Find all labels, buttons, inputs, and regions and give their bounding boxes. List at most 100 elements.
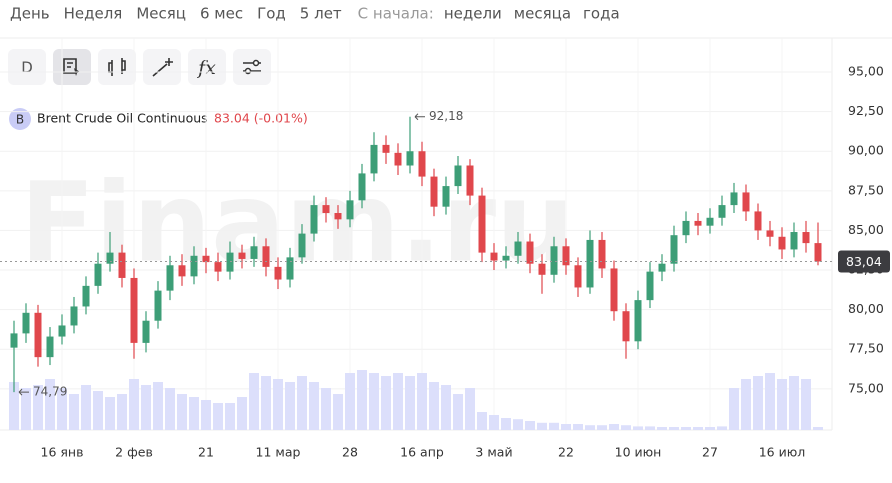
candle-body: [406, 151, 414, 166]
x-tick-label: 16 янв: [41, 445, 84, 460]
volume-bar: [309, 382, 319, 430]
y-tick-label: 85,00: [848, 222, 884, 237]
volume-bar: [345, 373, 355, 430]
y-tick-label: 77,50: [848, 341, 884, 356]
volume-bar: [597, 425, 607, 430]
badge: [9, 108, 31, 130]
candle-body: [574, 265, 582, 288]
button[interactable]: [98, 49, 136, 85]
volume-bar: [357, 370, 367, 430]
volume-bar: [669, 427, 679, 430]
button[interactable]: [143, 49, 181, 85]
candle-body: [358, 173, 366, 201]
watermark: Finam.ru: [20, 158, 574, 286]
button[interactable]: [53, 49, 91, 85]
since-button[interactable]: недели: [444, 5, 502, 23]
candle-body: [58, 325, 66, 337]
volume-bar: [753, 376, 763, 430]
candle-body: [106, 252, 114, 264]
period-button[interactable]: 5 лет: [300, 5, 342, 23]
period-button[interactable]: День: [10, 5, 50, 23]
x-tick-label: 2 фев: [115, 445, 153, 460]
volume-bar: [429, 382, 439, 430]
volume-bar: [249, 373, 259, 430]
x-tick-label: 16 апр: [400, 445, 444, 460]
volume-bar: [681, 427, 691, 430]
button-label: D: [21, 59, 33, 77]
volume-bar: [21, 388, 31, 430]
badge-label: B: [16, 113, 24, 127]
candle-body: [814, 243, 822, 262]
period-button[interactable]: 6 мес: [200, 5, 243, 23]
volume-bar: [321, 388, 331, 430]
volume-bar: [453, 394, 463, 430]
since-button[interactable]: года: [583, 5, 620, 23]
volume-bar: [237, 397, 247, 430]
button[interactable]: [8, 49, 46, 85]
last-price-box: [838, 250, 890, 273]
since-button[interactable]: месяца: [514, 5, 571, 23]
volume-bar: [525, 421, 535, 430]
x-tick-label: 10 июн: [615, 445, 662, 460]
volume-bar: [789, 376, 799, 430]
toolbar: День Неделя Месяц 6 мес Год 5 лет С начала: нед…: [10, 5, 620, 23]
candle-body: [202, 255, 210, 263]
volume-bar: [201, 400, 211, 430]
candle-body: [682, 220, 690, 236]
volume-bar: [9, 382, 19, 430]
candle-body: [442, 186, 450, 207]
candle-body: [514, 241, 522, 256]
candle-body: [694, 220, 702, 226]
candle-body: [670, 235, 678, 264]
candle-body: [706, 217, 714, 226]
tool-buttons: D fx: [8, 49, 271, 85]
volume-bar: [705, 427, 715, 430]
y-tick-label: 75,00: [848, 380, 884, 395]
volume-bar: [537, 422, 547, 430]
candle-body: [430, 176, 438, 207]
candle-body: [478, 195, 486, 253]
button[interactable]: [188, 49, 226, 85]
candle-body: [502, 255, 510, 261]
period-button[interactable]: Месяц: [136, 5, 186, 23]
candle-body: [562, 246, 570, 266]
button[interactable]: [233, 49, 271, 85]
icon: [244, 67, 252, 75]
volume-bar: [405, 376, 415, 430]
x-tick-label: 27: [702, 445, 718, 460]
annotation-arrow: [18, 388, 29, 396]
volume-bar: [333, 394, 343, 430]
candle-body: [526, 241, 534, 264]
x-tick-label: 21: [198, 445, 214, 460]
volume-bar: [549, 422, 559, 430]
volume-bar: [609, 424, 619, 430]
candle-body: [466, 165, 474, 196]
volume-bar: [573, 424, 583, 430]
volume-bar: [741, 379, 751, 430]
volume-bar: [369, 373, 379, 430]
annotation-label: 74,79: [33, 385, 67, 399]
candle-body: [790, 232, 798, 250]
candle-body: [34, 312, 42, 358]
x-tick-label: 11 мар: [256, 445, 301, 460]
candle-body: [82, 285, 90, 307]
volume-bar: [129, 379, 139, 430]
x-tick-label: 3 май: [475, 445, 512, 460]
legend: B Brent Crude Oil Continuous 83.04 (-0.0…: [9, 108, 308, 130]
candle-body: [370, 144, 378, 174]
period-button[interactable]: Неделя: [64, 5, 123, 23]
annotation-arrow: [414, 113, 425, 121]
volume-bar: [393, 373, 403, 430]
candle-body: [742, 192, 750, 212]
volume-bar: [33, 385, 43, 430]
volume-bar: [81, 385, 91, 430]
icon: [152, 58, 173, 77]
volume-bar: [633, 426, 643, 430]
last-change: 83.04 (-0.01%): [214, 111, 308, 126]
volume-bar: [213, 403, 223, 430]
since-label: С начала:: [358, 5, 434, 23]
volume-bar: [477, 412, 487, 430]
volume-bar: [585, 425, 595, 430]
period-button[interactable]: Год: [257, 5, 286, 23]
volume-bar: [297, 376, 307, 430]
